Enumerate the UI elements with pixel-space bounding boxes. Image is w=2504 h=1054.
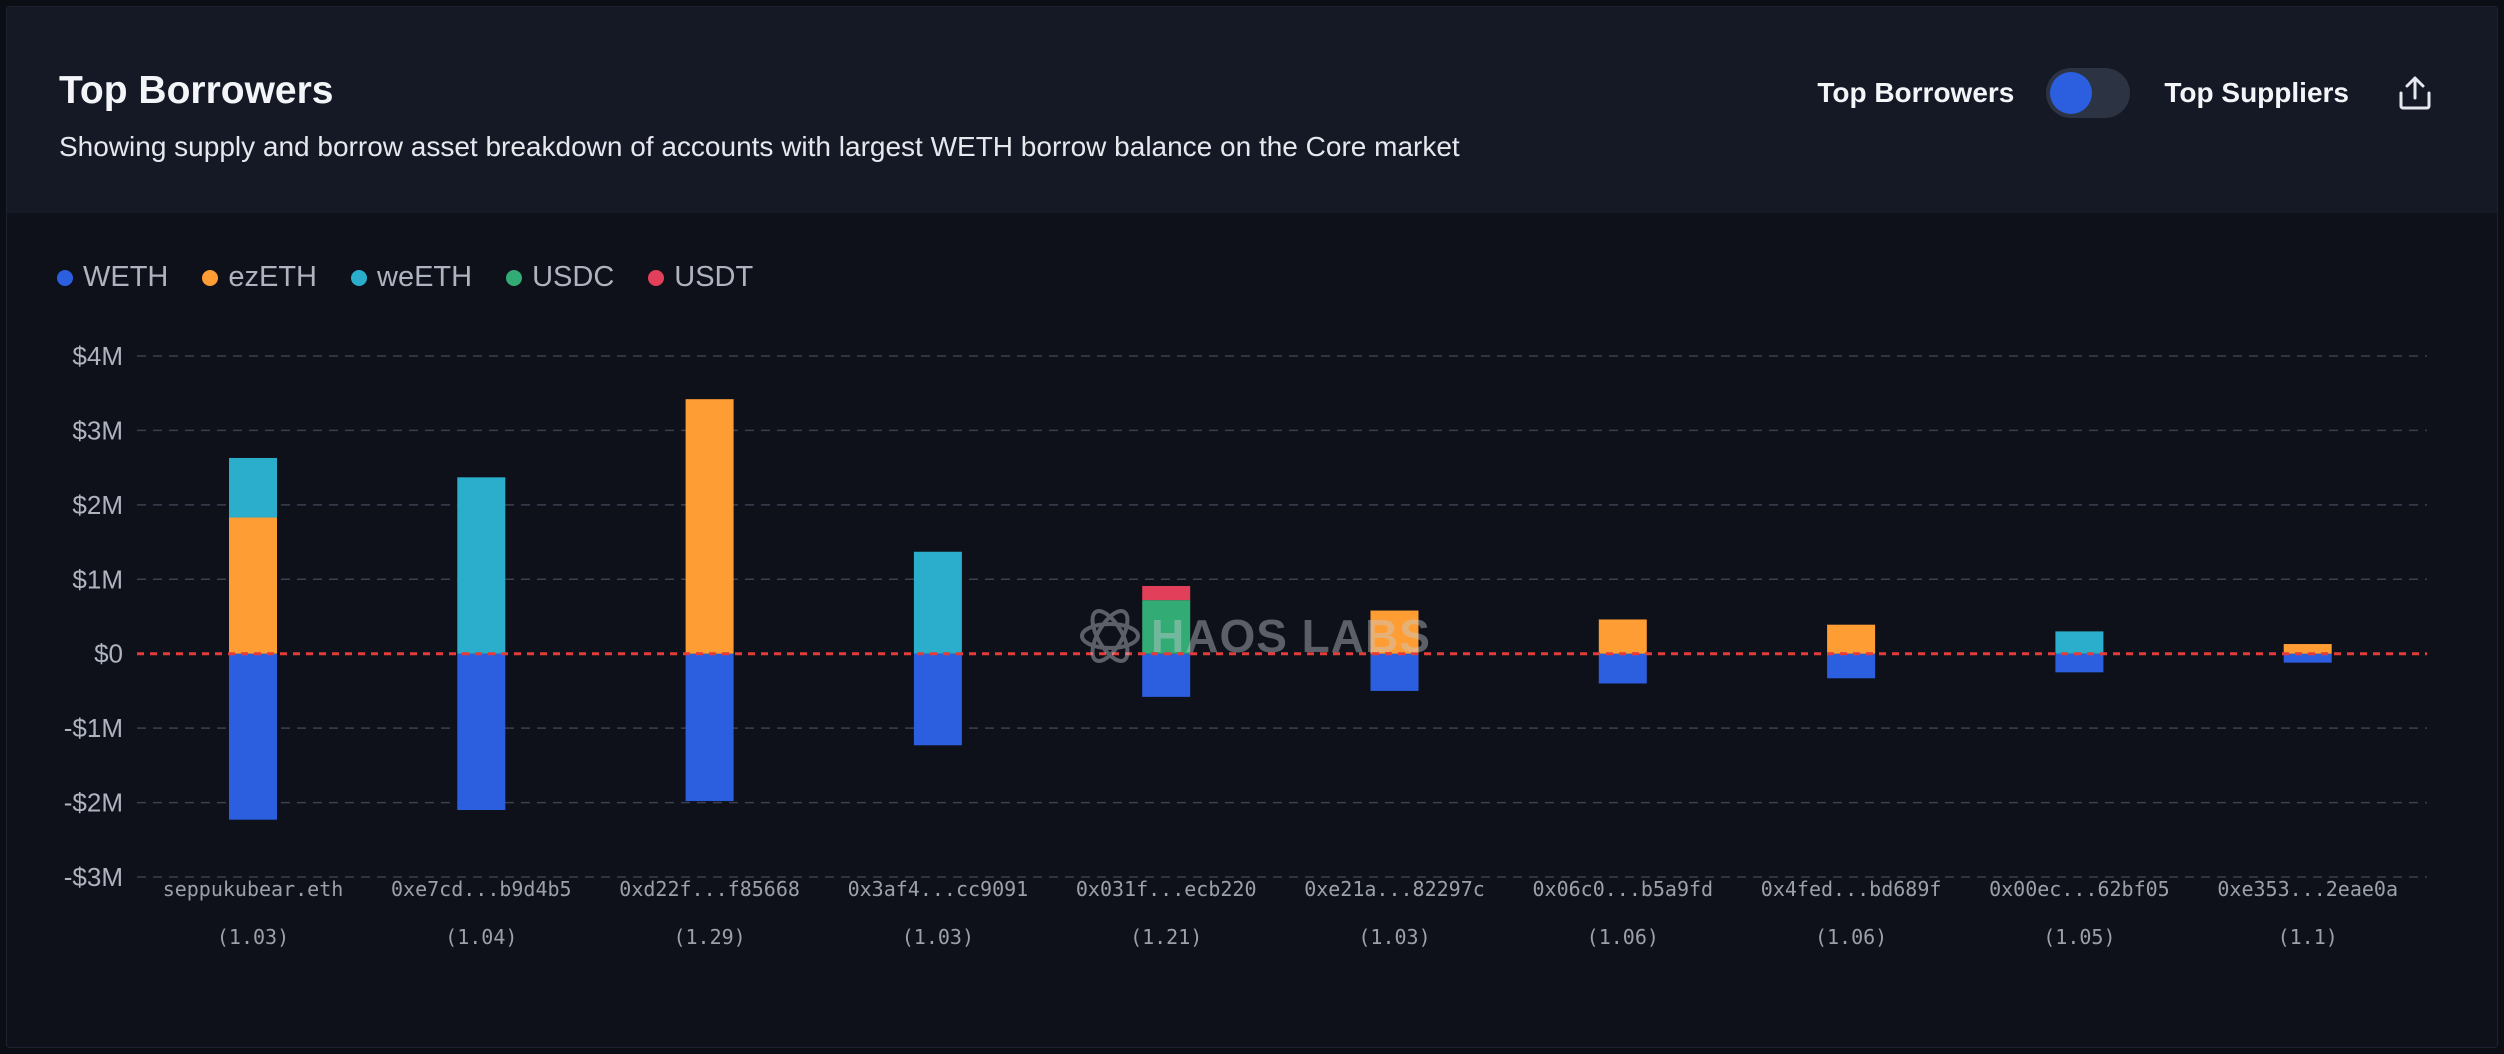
bar-weth-4 bbox=[1142, 653, 1191, 697]
x-category-label: 0x4fed...bd689f bbox=[1761, 877, 1942, 901]
bar-weth-7 bbox=[1827, 653, 1876, 679]
y-tick-label: -$1M bbox=[64, 713, 123, 743]
legend-label: WETH bbox=[83, 261, 169, 293]
bar-ezeth-0 bbox=[229, 517, 277, 654]
legend-item-weeth[interactable]: weETH bbox=[351, 261, 472, 294]
legend-dot-usdt bbox=[648, 269, 665, 286]
bar-weth-2 bbox=[685, 653, 734, 802]
bar-chart: $4M $3M $2M $1M $0 -$1M -$2M -$3M seppukubear.et… bbox=[64, 341, 2427, 949]
legend-label: USDC bbox=[532, 261, 615, 293]
view-toggle-group: Top Borrowers Top Suppliers bbox=[1817, 65, 2437, 121]
x-category-sublabel: (1.03) bbox=[1358, 925, 1430, 949]
x-category-label: 0x031f...ecb220 bbox=[1076, 877, 1257, 901]
toggle-label-top-suppliers[interactable]: Top Suppliers bbox=[2164, 77, 2349, 108]
x-category-sublabel: (1.29) bbox=[673, 925, 745, 949]
x-category-label: 0xe353...2eae0a bbox=[2217, 877, 2398, 901]
x-category-sublabel: (1.03) bbox=[902, 925, 974, 949]
bar-ezeth-2 bbox=[685, 399, 734, 654]
x-category-label: seppukubear.eth bbox=[163, 877, 344, 901]
bar-weth-3 bbox=[913, 653, 962, 746]
y-tick-label: -$2M bbox=[64, 788, 123, 818]
bar-ezeth-9 bbox=[2283, 644, 2332, 654]
y-tick-label: -$3M bbox=[64, 862, 123, 892]
bar-weth-1 bbox=[457, 653, 506, 811]
x-category-label: 0x00ec...62bf05 bbox=[1989, 877, 2170, 901]
chart-legend: WETH ezETH weETH USDC USDT bbox=[57, 261, 787, 294]
legend-label: ezETH bbox=[228, 261, 318, 293]
share-button[interactable] bbox=[2393, 71, 2437, 115]
bar-ezeth-6 bbox=[1598, 619, 1647, 654]
x-category-label: 0xd22f...f85668 bbox=[619, 877, 800, 901]
top-borrowers-card: Top Borrowers Showing supply and borrow … bbox=[6, 6, 2498, 1048]
bar-weth-0 bbox=[229, 653, 277, 820]
legend-item-weth[interactable]: WETH bbox=[57, 261, 168, 294]
legend-dot-weeth bbox=[351, 269, 368, 286]
bar-weeth-3 bbox=[913, 551, 962, 654]
bar-weeth-0 bbox=[229, 457, 277, 518]
toggle-knob bbox=[2050, 72, 2093, 114]
bar-weth-9 bbox=[2283, 653, 2332, 663]
y-tick-label: $4M bbox=[72, 341, 123, 371]
legend-label: weETH bbox=[377, 261, 473, 293]
x-category-sublabel: (1.03) bbox=[217, 925, 289, 949]
share-icon bbox=[2399, 76, 2431, 110]
x-category-sublabel: (1.06) bbox=[1587, 925, 1659, 949]
bar-usdt-4 bbox=[1142, 585, 1191, 601]
bar-weth-6 bbox=[1598, 653, 1647, 684]
legend-dot-weth bbox=[57, 269, 73, 286]
bar-usdc-4 bbox=[1142, 600, 1191, 654]
legend-item-ezeth[interactable]: ezETH bbox=[202, 261, 317, 294]
y-tick-label: $1M bbox=[72, 564, 123, 594]
watermark-text: HAOS LABS bbox=[1151, 610, 1431, 662]
x-category-sublabel: (1.1) bbox=[2278, 925, 2338, 949]
bar-weth-5 bbox=[1370, 653, 1419, 691]
x-category-label: 0x3af4...cc9091 bbox=[848, 877, 1029, 901]
legend-item-usdc[interactable]: USDC bbox=[506, 261, 614, 294]
legend-dot-usdc bbox=[506, 269, 523, 286]
bar-weeth-1 bbox=[457, 477, 506, 654]
y-tick-label: $3M bbox=[72, 415, 123, 445]
x-category-label: 0xe7cd...b9d4b5 bbox=[391, 877, 572, 901]
y-tick-label: $0 bbox=[94, 639, 123, 669]
page-title: Top Borrowers bbox=[59, 69, 334, 112]
x-category-label: 0x06c0...b5a9fd bbox=[1532, 877, 1713, 901]
legend-item-usdt[interactable]: USDT bbox=[648, 261, 753, 294]
y-tick-label: $2M bbox=[72, 490, 123, 520]
card-header: Top Borrowers Showing supply and borrow … bbox=[7, 7, 2497, 213]
x-category-label: 0xe21a...82297c bbox=[1304, 877, 1485, 901]
x-category-sublabel: (1.04) bbox=[445, 925, 517, 949]
legend-dot-ezeth bbox=[202, 269, 219, 286]
x-category-sublabel: (1.21) bbox=[1130, 925, 1202, 949]
x-category-sublabel: (1.06) bbox=[1815, 925, 1887, 949]
bar-weeth-8 bbox=[2055, 631, 2104, 654]
borrowers-suppliers-toggle[interactable] bbox=[2046, 68, 2131, 118]
page-subtitle: Showing supply and borrow asset breakdow… bbox=[59, 131, 1460, 162]
toggle-label-top-borrowers[interactable]: Top Borrowers bbox=[1817, 77, 2015, 108]
watermark-logo-icon bbox=[1080, 609, 1140, 663]
x-category-sublabel: (1.05) bbox=[2043, 925, 2115, 949]
bar-weth-8 bbox=[2055, 653, 2104, 673]
legend-label: USDT bbox=[674, 261, 754, 293]
bar-ezeth-5 bbox=[1370, 610, 1419, 654]
bar-ezeth-7 bbox=[1827, 624, 1876, 654]
watermark: HAOS LABS bbox=[1077, 603, 1431, 669]
